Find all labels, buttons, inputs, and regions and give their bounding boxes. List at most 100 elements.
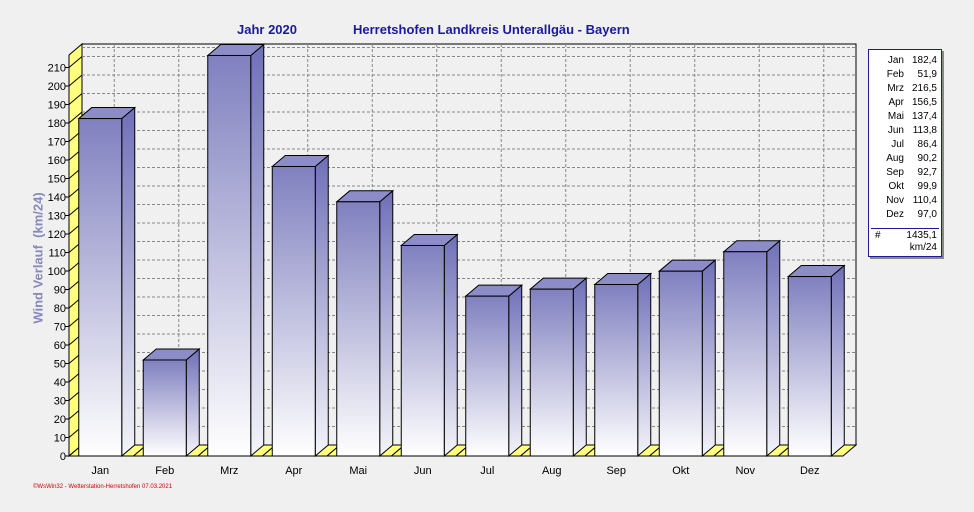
legend-month: Feb [886, 69, 904, 80]
legend-month: Nov [886, 195, 904, 206]
bar-side [314, 154, 329, 458]
legend-value: 51,9 [917, 69, 937, 80]
y-tick-label: 100 [48, 266, 66, 278]
y-tick-label: 50 [54, 359, 66, 371]
legend-total-symbol: # [875, 230, 881, 241]
bar-side [379, 189, 394, 458]
bar [78, 118, 123, 457]
bar [723, 251, 768, 457]
footer-credit: ©WsWin32 - Wetterstation-Herretshofen 07… [33, 484, 173, 490]
legend-row: Dez 97,0 [869, 208, 941, 222]
bar [400, 244, 445, 457]
y-tick-label: 40 [54, 377, 66, 389]
x-tick-label: Okt [672, 465, 689, 477]
x-tick-label: Jun [414, 465, 432, 477]
x-tick-label: Dez [800, 465, 820, 477]
bar-side [701, 259, 716, 458]
y-tick-label: 140 [48, 192, 66, 204]
bar-side [766, 239, 781, 458]
x-tick-label: Feb [155, 465, 174, 477]
bar [658, 270, 703, 457]
bar-side [250, 43, 265, 458]
x-tick-label: Mrz [220, 465, 238, 477]
chart-title-year: Jahr 2020 [237, 22, 297, 37]
gridline-side [68, 93, 83, 105]
legend-month: Jul [891, 139, 904, 150]
x-tick-label: Jul [480, 465, 494, 477]
legend-month: Jan [887, 55, 904, 66]
legend-row: Feb 51,9 [869, 68, 941, 82]
y-tick-label: 30 [54, 396, 66, 408]
y-tick-label: 10 [54, 433, 66, 445]
legend-row: Jun 113,8 [869, 124, 941, 138]
bar-side [508, 284, 523, 458]
y-tick-label: 70 [54, 322, 66, 334]
legend-month: Aug [886, 153, 904, 164]
legend-row: Aug 90,2 [869, 152, 941, 166]
y-tick-label: 180 [48, 118, 66, 130]
gridline-side [68, 74, 83, 87]
y-tick-label: 190 [48, 100, 66, 112]
x-tick-label: Nov [735, 465, 755, 477]
bar-side [185, 347, 200, 458]
x-tick-label: Jan [91, 465, 109, 477]
value-legend: # 1435,1 km/24 Jan 182,4 Feb 51,9 Mrz 216,5 Ap… [868, 49, 942, 257]
bar-side [637, 272, 652, 458]
legend-total-value: 1435,1 [906, 230, 937, 241]
legend-value: 216,5 [911, 83, 937, 94]
legend-value: 156,5 [911, 97, 937, 108]
x-tick-label: Apr [285, 465, 302, 477]
y-tick-label: 120 [48, 229, 66, 241]
bar [787, 276, 832, 457]
y-tick-label: 130 [48, 211, 66, 223]
legend-row: Apr 156,5 [869, 96, 941, 110]
y-tick-label: 170 [48, 137, 66, 149]
y-tick-label: 200 [48, 81, 66, 93]
bar [465, 295, 510, 457]
legend-value: 86,4 [917, 139, 937, 150]
y-tick-label: 110 [48, 248, 66, 260]
bar [529, 288, 574, 457]
x-tick-label: Aug [542, 465, 562, 477]
legend-total-unit: km/24 [909, 242, 937, 253]
legend-row: Sep 92,7 [869, 166, 941, 180]
legend-value: 92,7 [917, 167, 937, 178]
y-axis-label: Wind Verlauf (km/24) [30, 192, 46, 324]
legend-row: Mai 137,4 [869, 110, 941, 124]
y-tick-label: 160 [48, 155, 66, 167]
bar [594, 284, 639, 457]
legend-row: Okt 99,9 [869, 180, 941, 194]
legend-value: 182,4 [911, 55, 937, 66]
x-tick-label: Sep [606, 465, 626, 477]
legend-separator [871, 228, 939, 229]
gridline-side [68, 56, 83, 68]
gridline-side [68, 111, 83, 124]
legend-value: 110,4 [912, 195, 937, 206]
bar [207, 54, 252, 457]
legend-value: 99,9 [917, 181, 937, 192]
y-tick-label: 210 [48, 63, 66, 75]
legend-value: 113,8 [912, 125, 937, 136]
chart-title-station: Herretshofen Landkreis Unterallgäu - Bay… [353, 22, 630, 37]
bar-side [830, 264, 845, 458]
bar-side [443, 233, 458, 458]
bar-side [121, 106, 136, 458]
legend-month: Mai [887, 111, 904, 122]
legend-value: 97,0 [917, 209, 937, 220]
legend-month: Mrz [887, 83, 904, 94]
legend-value: 90,2 [917, 153, 937, 164]
legend-value: 137,4 [911, 111, 937, 122]
legend-row: Mrz 216,5 [869, 82, 941, 96]
bar-side [572, 277, 587, 458]
legend-month: Okt [888, 181, 904, 192]
legend-row: Jan 182,4 [869, 54, 941, 68]
y-tick-label: 60 [54, 340, 66, 352]
x-tick-label: Mai [349, 465, 367, 477]
y-tick-label: 20 [54, 414, 66, 426]
y-tick-label: 0 [60, 451, 66, 463]
y-tick-label: 90 [54, 285, 66, 297]
legend-month: Jun [887, 125, 904, 136]
y-tick-label: 80 [54, 303, 66, 315]
bar [142, 359, 187, 457]
